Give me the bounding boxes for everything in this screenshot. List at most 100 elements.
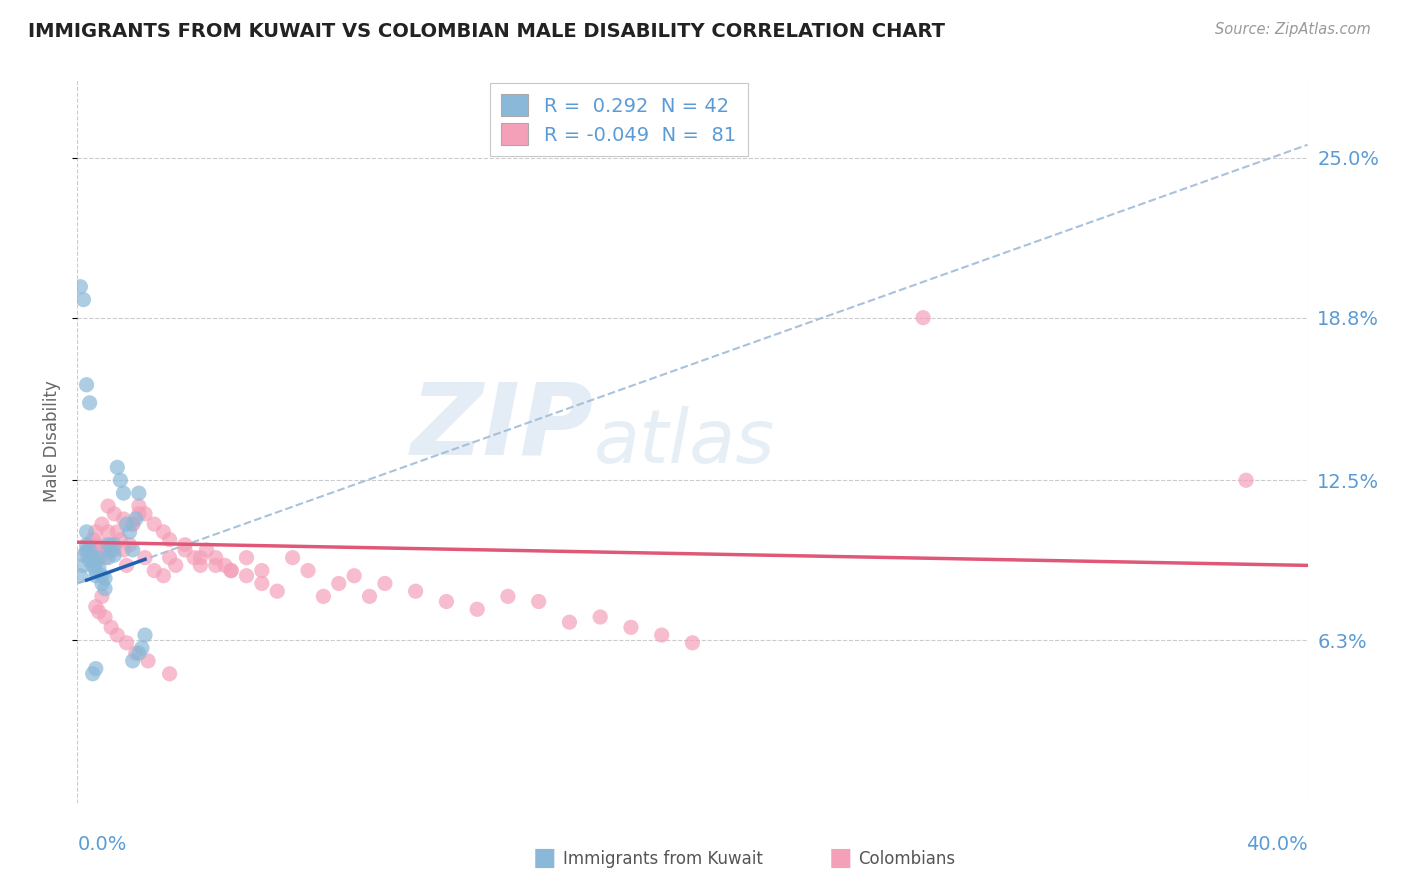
Point (84, 662, 107, 676)
Point (465, 602, 488, 616)
Point (235, 568, 257, 582)
Point (94, 610, 117, 624)
Point (79, 396, 101, 410)
Point (343, 568, 366, 582)
Point (97, 550, 120, 565)
Point (183, 550, 205, 565)
Point (405, 584, 427, 599)
Point (125, 512, 148, 526)
Point (105, 628, 128, 642)
Point (496, 590, 519, 604)
Text: 0.0%: 0.0% (77, 835, 127, 855)
Text: Source: ZipAtlas.com: Source: ZipAtlas.com (1215, 22, 1371, 37)
Point (374, 576, 396, 591)
Point (121, 654, 143, 668)
Point (90, 538, 114, 552)
Point (87, 542, 110, 557)
Point (159, 550, 181, 565)
Point (235, 550, 257, 565)
Point (204, 558, 226, 573)
Text: atlas: atlas (595, 406, 776, 477)
Point (87, 550, 110, 565)
Y-axis label: Male Disability: Male Disability (42, 381, 60, 502)
Text: ■: ■ (828, 847, 852, 871)
Point (359, 590, 381, 604)
Point (152, 524, 174, 539)
Point (90, 576, 114, 591)
Point (82, 666, 104, 681)
Point (281, 550, 304, 565)
Point (136, 654, 159, 668)
Point (219, 564, 242, 578)
Point (159, 533, 181, 547)
Point (250, 576, 273, 591)
Point (297, 564, 319, 578)
Point (84, 524, 107, 539)
Point (100, 620, 122, 634)
Point (87, 561, 110, 575)
Point (128, 499, 150, 513)
Point (204, 550, 226, 565)
Point (125, 646, 148, 660)
Point (82, 550, 104, 565)
Point (72, 558, 94, 573)
Point (84, 538, 107, 552)
Point (912, 310, 935, 325)
Point (72, 293, 94, 307)
Point (90, 568, 114, 582)
Point (90, 517, 114, 532)
Point (134, 507, 156, 521)
Point (112, 542, 135, 557)
Point (266, 584, 288, 599)
Point (84, 568, 107, 582)
Point (97, 538, 120, 552)
Point (134, 550, 156, 565)
Point (589, 610, 612, 624)
Point (76, 524, 98, 539)
Point (103, 507, 125, 521)
Point (79, 553, 101, 567)
Point (143, 564, 166, 578)
Point (82, 550, 104, 565)
Point (69, 279, 91, 293)
Point (94, 571, 117, 585)
Point (195, 542, 218, 557)
Point (118, 524, 141, 539)
Text: 40.0%: 40.0% (1246, 835, 1308, 855)
Point (94, 550, 117, 565)
Point (100, 542, 122, 557)
Point (328, 576, 350, 591)
Point (682, 636, 704, 650)
Point (103, 542, 125, 557)
Point (118, 538, 141, 552)
Point (76, 377, 98, 392)
Point (69, 568, 91, 582)
Point (82, 558, 104, 573)
Point (165, 558, 187, 573)
Point (105, 524, 128, 539)
Point (1234, 473, 1257, 487)
Point (110, 533, 132, 547)
Point (115, 558, 138, 573)
Point (76, 538, 98, 552)
Point (188, 558, 212, 573)
Point (128, 486, 150, 500)
Point (94, 582, 117, 596)
Point (312, 590, 335, 604)
Text: Immigrants from Kuwait: Immigrants from Kuwait (564, 850, 763, 868)
Point (79, 542, 101, 557)
Point (105, 460, 128, 475)
Text: IMMIGRANTS FROM KUWAIT VS COLOMBIAN MALE DISABILITY CORRELATION CHART: IMMIGRANTS FROM KUWAIT VS COLOMBIAN MALE… (28, 22, 945, 41)
Point (115, 517, 138, 532)
Point (121, 517, 143, 532)
Point (76, 542, 98, 557)
Point (72, 548, 94, 562)
Point (112, 486, 135, 500)
Point (174, 542, 197, 557)
Point (84, 564, 107, 578)
Text: ZIP: ZIP (411, 378, 595, 475)
Point (76, 545, 98, 559)
Point (82, 533, 104, 547)
Point (97, 542, 120, 557)
Point (100, 538, 122, 552)
